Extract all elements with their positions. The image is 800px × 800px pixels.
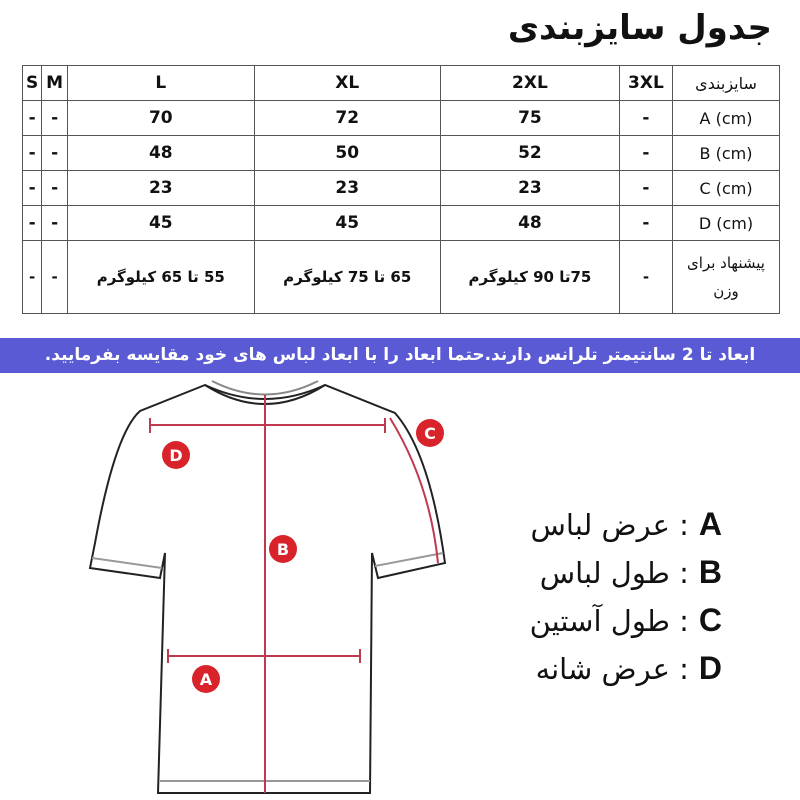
legend-key: A (698, 506, 722, 542)
cell: - (41, 135, 69, 171)
cell: 75تا 90 کیلوگرم (439, 240, 620, 314)
header-cell: 3XL (618, 65, 674, 101)
legend-key: C (698, 602, 722, 638)
cell: - (41, 100, 69, 136)
cell: - (618, 135, 674, 171)
tshirt-outline (88, 380, 447, 794)
marker-label: B (277, 540, 289, 559)
legend-label: : طول لباس (539, 556, 689, 590)
row-label: A (cm) (672, 100, 780, 136)
header-cell: M (41, 65, 69, 101)
cell: 45 (253, 205, 441, 241)
cell: - (21, 170, 43, 206)
size-table: سایزبندی 3XL 2XL XL L M S A (cm) -75 72 70… (21, 65, 780, 314)
header-cell: 2XL (439, 65, 620, 101)
cell: - (618, 170, 674, 206)
cell: 23 (67, 170, 255, 206)
legend-item: B : طول لباس (530, 548, 722, 596)
legend-label: : طول آستین (529, 604, 689, 638)
cell: 55 تا 65 کیلوگرم (67, 240, 255, 314)
table-row-weight: پیشنهاد برای وزن -75تا 90 کیلوگرم 65 تا 7… (21, 240, 780, 314)
cell: 45 (67, 205, 255, 241)
table-row: B (cm) -52 50 48- - (21, 135, 780, 171)
cell: - (41, 170, 69, 206)
legend-key: D (698, 650, 722, 686)
header-cell: L (67, 65, 255, 101)
legend-item: C : طول آستین (530, 596, 722, 644)
header-cell: S (21, 65, 43, 101)
table-row: C (cm) -23 23 23- - (21, 170, 780, 206)
header-cell: سایزبندی (672, 65, 780, 101)
legend-label: : عرض شانه (535, 652, 689, 686)
marker-b: B (269, 535, 297, 563)
cell: 75 (439, 100, 620, 136)
legend-key: B (698, 554, 722, 590)
cell: - (41, 205, 69, 241)
cell: 23 (439, 170, 620, 206)
table-row: A (cm) -75 72 70- - (21, 100, 780, 136)
measure-lines (149, 395, 439, 793)
cell: - (21, 205, 43, 241)
cell: - (618, 100, 674, 136)
row-label: C (cm) (672, 170, 780, 206)
cell: 65 تا 75 کیلوگرم (253, 240, 441, 314)
tolerance-banner: ابعاد تا 2 سانتیمتر تلرانس دارند.حتما اب… (0, 338, 800, 373)
cell: - (21, 100, 43, 136)
cell: 50 (253, 135, 441, 171)
cell: 23 (253, 170, 441, 206)
marker-label: A (200, 670, 213, 689)
row-label: B (cm) (672, 135, 780, 171)
cell: - (618, 240, 674, 314)
marker-label: C (424, 424, 436, 443)
legend-item: D : عرض شانه (530, 644, 722, 692)
legend-label: : عرض لباس (530, 508, 689, 542)
cell: 48 (439, 205, 620, 241)
legend-item: A : عرض لباس (530, 500, 722, 548)
row-label: D (cm) (672, 205, 780, 241)
row-label: پیشنهاد برای وزن (672, 240, 780, 314)
cell: 72 (253, 100, 441, 136)
cell: - (21, 135, 43, 171)
tshirt-diagram: D B A C (88, 380, 447, 794)
cell: - (618, 205, 674, 241)
cell: - (21, 240, 43, 314)
cell: - (41, 240, 69, 314)
marker-d: D (162, 441, 190, 469)
page-title: جدول سایزبندی (507, 8, 772, 48)
cell: 52 (439, 135, 620, 171)
cell: 70 (67, 100, 255, 136)
measurement-legend: A : عرض لباس B : طول لباس C : طول آستین D : … (530, 500, 722, 692)
table-row: D (cm) -48 45 45- - (21, 205, 780, 241)
marker-a: A (192, 665, 220, 693)
marker-c: C (416, 419, 444, 447)
cell: 48 (67, 135, 255, 171)
header-cell: XL (253, 65, 441, 101)
table-header-row: سایزبندی 3XL 2XL XL L M S (21, 65, 780, 101)
marker-label: D (169, 446, 182, 465)
